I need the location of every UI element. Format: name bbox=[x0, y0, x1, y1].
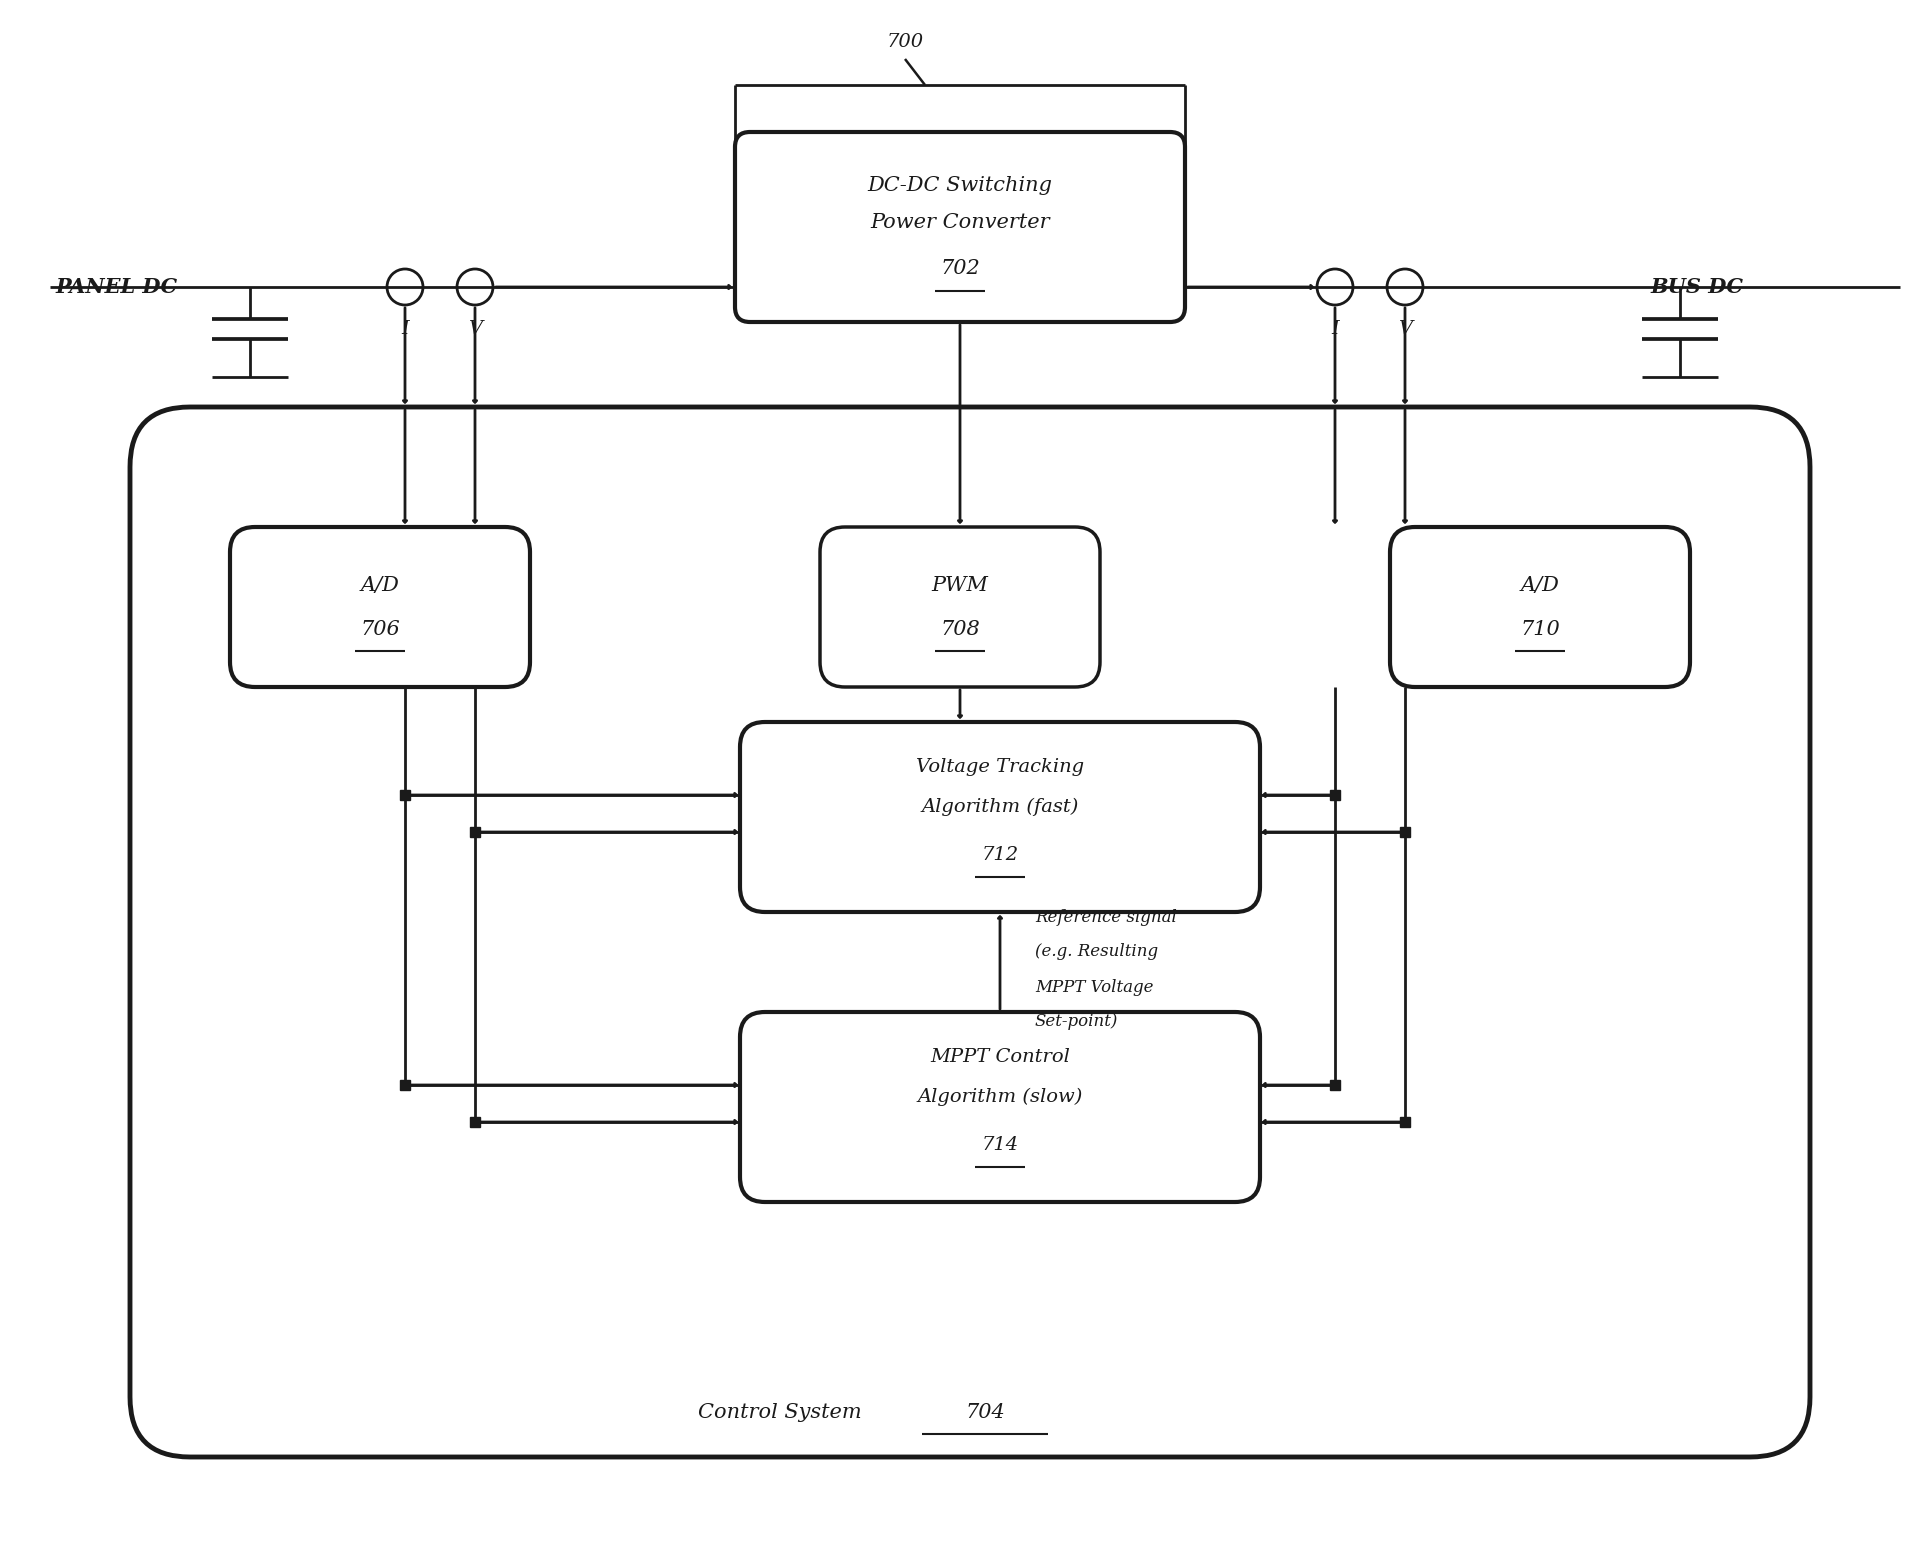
Text: V: V bbox=[1398, 321, 1411, 338]
FancyBboxPatch shape bbox=[739, 1012, 1260, 1202]
Text: PANEL DC: PANEL DC bbox=[56, 277, 177, 297]
Bar bbox=[399, 789, 411, 800]
Text: (e.g. Resulting: (e.g. Resulting bbox=[1035, 944, 1158, 961]
Text: MPPT Control: MPPT Control bbox=[929, 1048, 1069, 1067]
Text: Power Converter: Power Converter bbox=[870, 212, 1050, 232]
FancyBboxPatch shape bbox=[739, 722, 1260, 912]
Text: DC-DC Switching: DC-DC Switching bbox=[868, 176, 1052, 195]
Text: Reference signal: Reference signal bbox=[1035, 908, 1177, 925]
Text: PWM: PWM bbox=[931, 576, 989, 595]
Text: I: I bbox=[401, 321, 409, 338]
Text: 712: 712 bbox=[981, 845, 1020, 864]
Text: Voltage Tracking: Voltage Tracking bbox=[916, 758, 1085, 775]
Bar bbox=[399, 1081, 411, 1090]
Bar bbox=[1331, 789, 1340, 800]
FancyBboxPatch shape bbox=[735, 132, 1185, 322]
Text: A/D: A/D bbox=[1521, 576, 1559, 595]
Text: MPPT Voltage: MPPT Voltage bbox=[1035, 978, 1154, 995]
Text: V: V bbox=[468, 321, 482, 338]
Bar bbox=[1400, 827, 1409, 838]
Text: Set-point): Set-point) bbox=[1035, 1014, 1117, 1031]
Text: Algorithm (slow): Algorithm (slow) bbox=[918, 1088, 1083, 1105]
Text: 710: 710 bbox=[1521, 620, 1559, 638]
FancyBboxPatch shape bbox=[230, 526, 530, 687]
Bar bbox=[470, 1116, 480, 1127]
Text: BUS DC: BUS DC bbox=[1649, 277, 1743, 297]
Text: A/D: A/D bbox=[361, 576, 399, 595]
Text: 708: 708 bbox=[941, 620, 979, 638]
Bar bbox=[1331, 1081, 1340, 1090]
Text: 706: 706 bbox=[361, 620, 399, 638]
Text: Algorithm (fast): Algorithm (fast) bbox=[922, 797, 1079, 816]
FancyBboxPatch shape bbox=[820, 526, 1100, 687]
FancyBboxPatch shape bbox=[1390, 526, 1690, 687]
Text: 714: 714 bbox=[981, 1137, 1020, 1154]
Bar bbox=[1400, 1116, 1409, 1127]
Text: Control System: Control System bbox=[699, 1403, 862, 1422]
Text: 704: 704 bbox=[966, 1403, 1004, 1422]
Text: 702: 702 bbox=[941, 260, 979, 279]
FancyBboxPatch shape bbox=[131, 406, 1811, 1457]
Text: I: I bbox=[1331, 321, 1338, 338]
Bar bbox=[470, 827, 480, 838]
Text: 700: 700 bbox=[887, 33, 924, 51]
